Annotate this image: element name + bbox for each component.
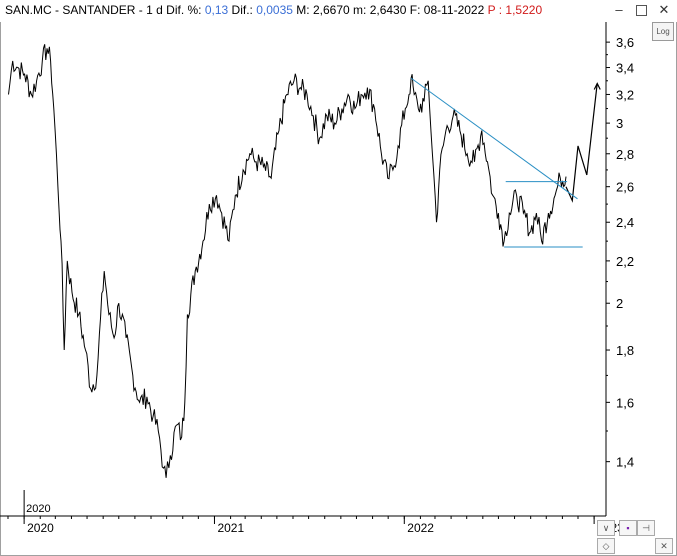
y-tick-label: 3,6: [616, 35, 634, 50]
x-tick-label: 2021: [217, 521, 244, 535]
minimize-button[interactable]: –: [615, 2, 623, 17]
save-button[interactable]: ▪: [619, 520, 637, 536]
panel-close-button[interactable]: ✕: [655, 538, 673, 554]
window-controls: – ✕: [610, 2, 673, 18]
dif-pct-label: Dif. %:: [166, 3, 202, 17]
min-label: m:: [353, 3, 367, 17]
projection-arrowhead: [593, 82, 601, 90]
max-value: 2,6670: [312, 3, 350, 17]
downtrend-line: [410, 77, 578, 200]
y-tick-label: 2,8: [616, 147, 634, 162]
period-label: 1 d: [146, 3, 163, 17]
y-tick-label: 2,4: [616, 215, 634, 230]
x-tick-label: 2022: [407, 521, 434, 535]
title-bar: SAN.MC - SANTANDER - 1 d Dif. %: 0,13 Di…: [0, 0, 677, 22]
min-value: 2,6430: [369, 3, 407, 17]
y-tick-label: 3: [616, 116, 623, 131]
max-label: M:: [296, 3, 310, 17]
x-tick-label: 2020: [27, 521, 54, 535]
y-tick-label: 1,6: [616, 395, 634, 410]
bottom-toolbar: ∨ ▪ ⊣ ◇ ✕: [597, 518, 675, 554]
log-scale-button[interactable]: Log: [652, 22, 674, 41]
y-tick-label: 2: [616, 296, 623, 311]
dif-pct-value: 0,13: [204, 3, 229, 17]
dif-label: Dif.:: [231, 3, 253, 17]
maximize-button[interactable]: [636, 5, 647, 16]
p-value: 1,5220: [505, 3, 543, 17]
dif-value: 0,0035: [256, 3, 293, 17]
inner-year-label: 2020: [26, 503, 50, 515]
y-tick-label: 2,6: [616, 180, 634, 195]
y-tick-label: 3,4: [616, 61, 634, 76]
y-tick-label: 3,2: [616, 87, 634, 102]
y-tick-label: 1,8: [616, 343, 634, 358]
ticker-label: SAN.MC - SANTANDER -: [5, 3, 147, 17]
quote-header: SAN.MC - SANTANDER - 1 d Dif. %: 0,13 Di…: [5, 3, 542, 17]
y-tick-label: 2,2: [616, 254, 634, 269]
date-value: 08-11-2022: [423, 3, 485, 17]
close-button[interactable]: ✕: [658, 2, 670, 17]
scroll-down-button[interactable]: ∨: [597, 520, 615, 536]
y-tick-label: 1,4: [616, 455, 634, 470]
date-label: F:: [409, 3, 421, 17]
p-label: P :: [487, 3, 503, 17]
price-series-line: [8, 44, 567, 478]
projection-line: [565, 83, 598, 203]
expand-button[interactable]: ◇: [597, 538, 615, 554]
pin-button[interactable]: ⊣: [637, 520, 655, 536]
